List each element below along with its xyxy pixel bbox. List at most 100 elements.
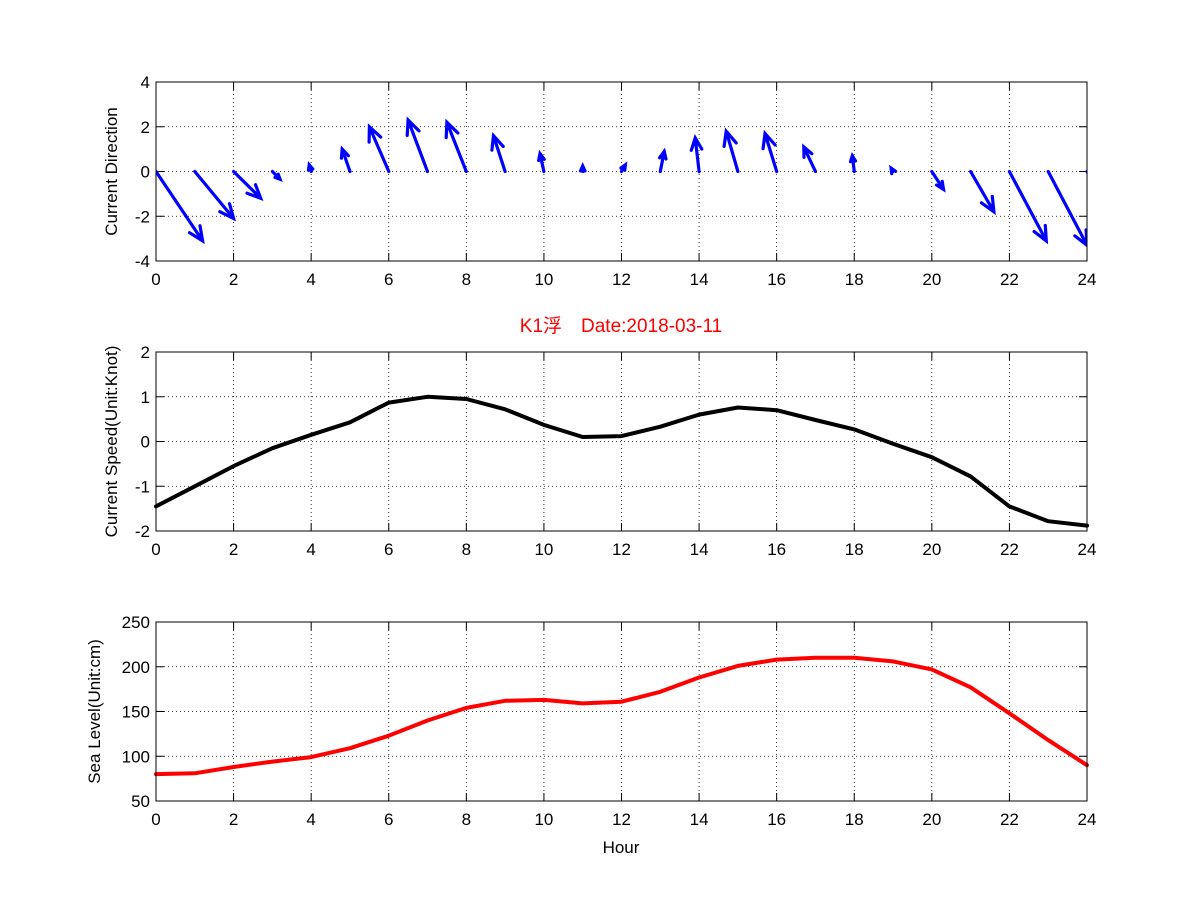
sea-level-x-tick-label: 8 [462,810,471,829]
current-arrow [156,169,205,245]
speed-plot-area [155,351,1088,532]
sea-level-plot-area [155,621,1088,802]
speed-x-tick-label: 22 [1000,540,1019,559]
speed-x-tick-label: 12 [612,540,631,559]
current-arrow [848,151,858,174]
sea-level-x-tick-label: 14 [690,810,709,829]
speed-plot-frame [155,351,1088,532]
current-arrow [761,129,779,174]
current-arrow [537,149,546,174]
current-arrow [193,169,237,222]
sea-level-x-tick-label: 22 [1000,810,1019,829]
speed-y-axis-label: Current Speed(Unit:Knot) [102,346,121,538]
direction-arrows [156,116,1087,248]
current-arrow [889,164,898,176]
current-arrow [490,131,507,174]
arrow-group [156,116,1087,248]
speed-y-tick-label: 2 [141,343,150,362]
speed-x-tick-label: 14 [690,540,709,559]
x-axis-label: Hour [603,838,640,857]
sea-level-x-tick-label: 0 [151,810,160,829]
speed-panel: K1浮 Date:2018-03-11 0 2 4 6 8 10 12 14 16 18 20 22 2… [102,315,1096,559]
speed-x-tick-label: 18 [845,540,864,559]
sea-level-x-tick-label: 24 [1078,810,1097,829]
direction-x-tick-label: 10 [534,270,553,289]
speed-x-tick-label: 24 [1078,540,1097,559]
direction-x-tick-label: 20 [922,270,941,289]
direction-y-tick-label: -4 [135,252,150,271]
speed-x-tick-label: 10 [534,540,553,559]
current-arrow [270,169,283,183]
current-arrow [1007,169,1049,245]
current-arrow [969,169,996,216]
speed-y-tick-label: -2 [135,522,150,541]
sea-level-x-tick-label: 16 [767,810,786,829]
speed-line-series [154,394,1089,528]
direction-x-tick-label: 16 [767,270,786,289]
current-arrow [367,123,391,174]
direction-x-tick-label: 2 [229,270,238,289]
speed-x-tick-label: 20 [922,540,941,559]
sea-level-x-tick-label: 20 [922,810,941,829]
direction-x-tick-label: 6 [384,270,393,289]
chart-title: K1浮 Date:2018-03-11 [520,315,722,337]
direction-y-tick-label: 0 [141,163,150,182]
current-arrow [1046,169,1087,248]
speed-x-tick-label: 6 [384,540,393,559]
speed-y-tick-label: 0 [141,433,150,452]
speed-y-tick-label: -1 [135,477,150,496]
direction-plot-frame [155,81,1088,262]
direction-x-tick-label: 0 [151,270,160,289]
direction-x-tick-label: 18 [845,270,864,289]
sea-level-x-tick-label: 6 [384,810,393,829]
current-arrow [306,161,315,174]
sea-level-line [154,655,1089,777]
direction-x-tick-label: 24 [1078,270,1097,289]
current-arrow [722,127,740,174]
current-arrow [339,145,352,174]
direction-x-tick-label: 8 [462,270,471,289]
sea-level-y-tick-label: 250 [122,613,150,632]
speed-x-tick-label: 16 [767,540,786,559]
speed-y-tick-label: 1 [141,388,150,407]
current-arrow [405,116,430,174]
sea-level-plot-frame [155,621,1088,802]
sea-level-x-tick-label: 18 [845,810,864,829]
sea-level-line-series [154,655,1089,777]
sea-level-x-tick-label: 10 [534,810,553,829]
current-arrow [619,161,628,174]
direction-y-tick-label: 4 [141,73,150,92]
current-arrow [578,162,587,174]
current-arrow [802,143,818,174]
sea-level-x-tick-label: 4 [306,810,315,829]
sea-level-y-tick-label: 50 [131,792,150,811]
current-arrow [1085,169,1087,175]
current-arrow [930,169,946,193]
sea-level-x-tick-label: 2 [229,810,238,829]
current-arrow [444,118,468,174]
direction-y-tick-label: -2 [135,207,150,226]
direction-x-tick-label: 4 [306,270,315,289]
sea-level-y-tick-label: 100 [122,747,150,766]
speed-line [154,394,1089,528]
sea-level-y-tick-label: 150 [122,703,150,722]
speed-x-tick-label: 8 [462,540,471,559]
speed-x-tick-label: 4 [306,540,315,559]
direction-y-axis-label: Current Direction [102,107,121,236]
sea-level-x-tick-label: 12 [612,810,631,829]
speed-x-tick-label: 0 [151,540,160,559]
direction-x-tick-label: 22 [1000,270,1019,289]
direction-x-tick-label: 14 [690,270,709,289]
sea-level-y-axis-label: Sea Level(Unit:cm) [85,639,104,784]
direction-x-tick-label: 12 [612,270,631,289]
direction-y-tick-label: 2 [141,118,150,137]
current-arrow [689,133,704,174]
current-arrow [232,169,264,202]
speed-x-tick-label: 2 [229,540,238,559]
